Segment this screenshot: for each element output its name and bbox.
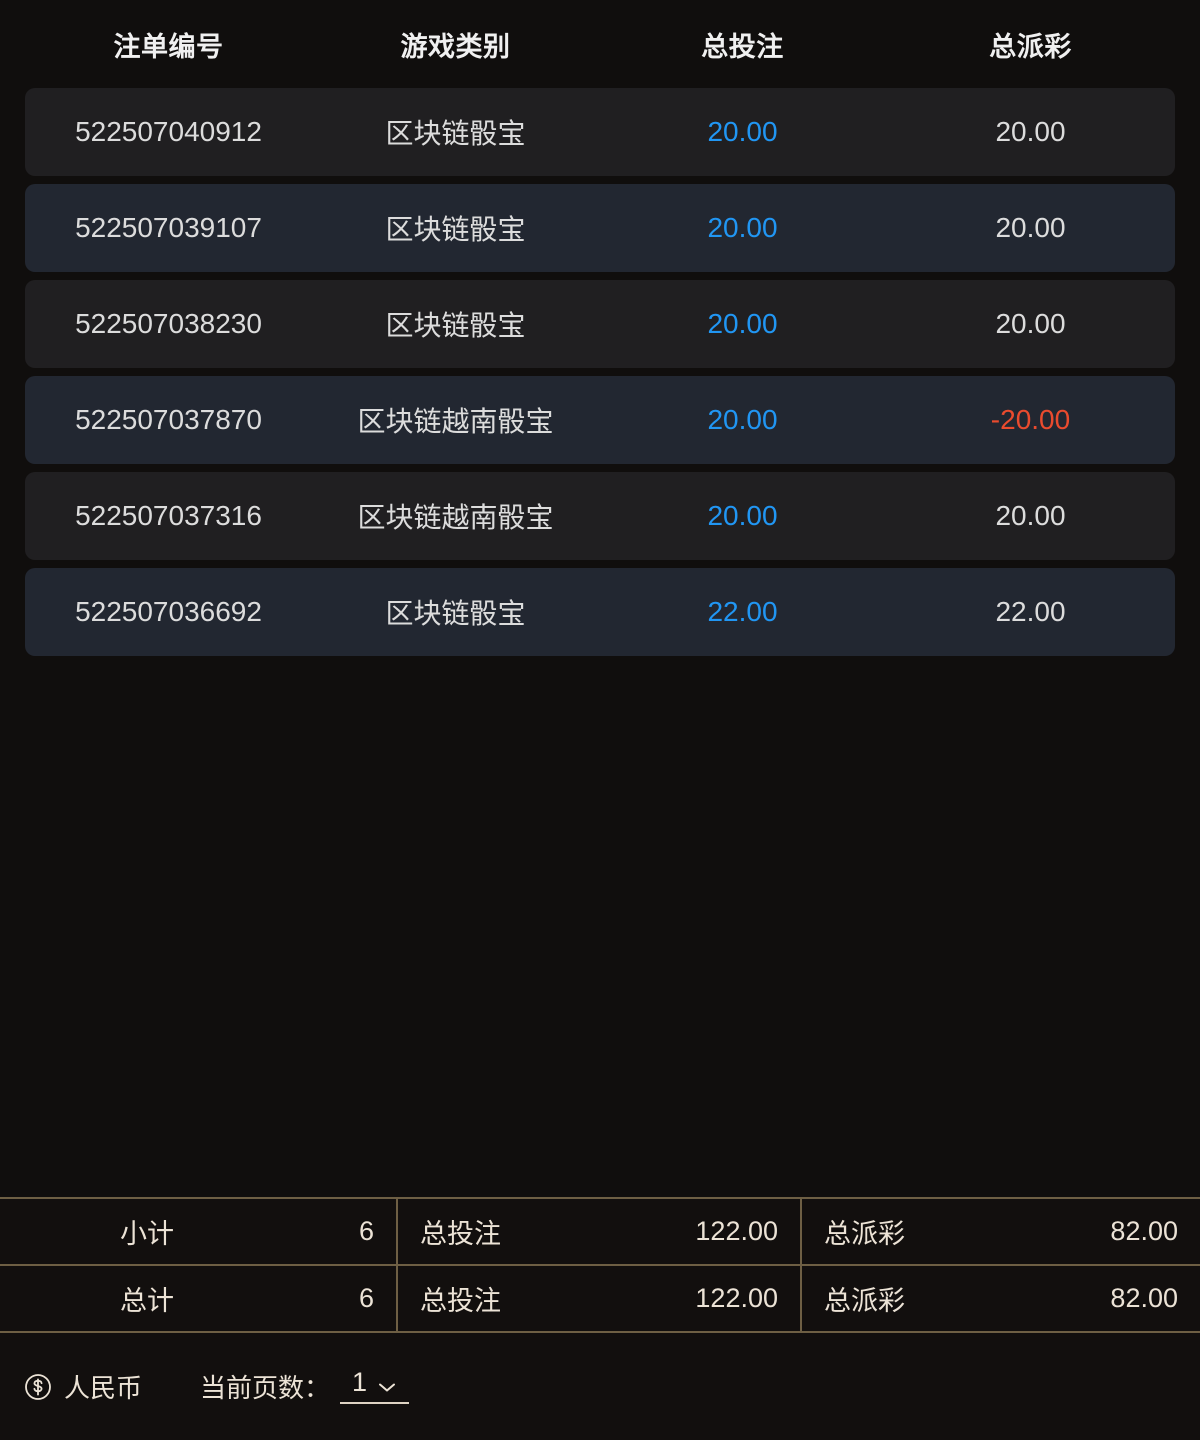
cell-total-bet: 20.00 — [707, 500, 778, 531]
column-header-total-bet: 总投注 — [701, 31, 784, 62]
total-count-value: 6 — [358, 1283, 374, 1313]
subtotal-bet-label: 总投注 — [420, 1219, 501, 1249]
cell-total-bet: 20.00 — [707, 212, 778, 243]
summary-section: 小计 6 总投注 122.00 总派彩 82.00 总计 6 总投注 122.0… — [0, 1197, 1200, 1333]
cell-total-payout: -20.00 — [990, 404, 1071, 435]
cell-order-no: 522507040912 — [75, 116, 262, 147]
page-number-value: 1 — [352, 1367, 368, 1397]
column-header-game-type: 游戏类别 — [400, 31, 511, 62]
cell-order-no: 522507036692 — [75, 596, 262, 627]
table-row[interactable]: 522507036692 区块链骰宝 22.00 22.00 — [25, 568, 1175, 656]
total-payout-value: 82.00 — [1110, 1283, 1178, 1313]
cell-game-type: 区块链越南骰宝 — [357, 502, 554, 533]
cell-total-bet: 20.00 — [707, 404, 778, 435]
page-number-label: 当前页数： — [200, 1373, 331, 1403]
total-bet-label: 总投注 — [420, 1286, 501, 1316]
total-count-cell: 总计 6 — [0, 1266, 398, 1331]
table-row[interactable]: 522507038230 区块链骰宝 20.00 20.00 — [25, 280, 1175, 368]
cell-total-payout: 20.00 — [995, 116, 1066, 147]
table-row[interactable]: 522507040912 区块链骰宝 20.00 20.00 — [25, 88, 1175, 176]
cell-order-no: 522507038230 — [75, 308, 262, 339]
cell-game-type: 区块链骰宝 — [385, 214, 526, 245]
currency-indicator: 人民币 — [24, 1368, 142, 1405]
summary-row-subtotal: 小计 6 总投注 122.00 总派彩 82.00 — [0, 1199, 1200, 1266]
cell-game-type: 区块链越南骰宝 — [357, 406, 554, 437]
subtotal-bet-value: 122.00 — [695, 1216, 778, 1246]
cell-order-no: 522507037870 — [75, 404, 262, 435]
total-bet-value: 122.00 — [695, 1283, 778, 1313]
page-number-select[interactable]: 1 — [340, 1367, 410, 1404]
subtotal-payout-label: 总派彩 — [824, 1219, 905, 1249]
cell-total-payout: 20.00 — [995, 500, 1066, 531]
cell-total-payout: 20.00 — [995, 308, 1066, 339]
cell-order-no: 522507039107 — [75, 212, 262, 243]
subtotal-payout-cell: 总派彩 82.00 — [802, 1199, 1200, 1264]
total-label: 总计 — [120, 1286, 174, 1316]
subtotal-bet-cell: 总投注 122.00 — [398, 1199, 802, 1264]
cell-game-type: 区块链骰宝 — [385, 118, 526, 149]
cell-game-type: 区块链骰宝 — [385, 598, 526, 629]
column-header-order-no: 注单编号 — [113, 31, 224, 62]
table-header: 注单编号 游戏类别 总投注 总派彩 — [0, 0, 1200, 88]
total-payout-cell: 总派彩 82.00 — [802, 1266, 1200, 1331]
subtotal-payout-value: 82.00 — [1110, 1216, 1178, 1246]
cell-order-no: 522507037316 — [75, 500, 262, 531]
table-row[interactable]: 522507037870 区块链越南骰宝 20.00 -20.00 — [25, 376, 1175, 464]
table-row[interactable]: 522507039107 区块链骰宝 20.00 20.00 — [25, 184, 1175, 272]
cell-total-payout: 20.00 — [995, 212, 1066, 243]
column-header-total-payout: 总派彩 — [989, 31, 1072, 62]
cell-game-type: 区块链骰宝 — [385, 310, 526, 341]
cell-total-bet: 20.00 — [707, 116, 778, 147]
bottom-bar: 人民币 当前页数： 1 — [0, 1333, 1200, 1440]
subtotal-label: 小计 — [120, 1219, 174, 1249]
currency-label: 人民币 — [64, 1373, 143, 1403]
circled-dollar-icon — [24, 1373, 52, 1401]
bet-rows-list[interactable]: 522507040912 区块链骰宝 20.00 20.00 522507039… — [0, 88, 1200, 1197]
subtotal-count-value: 6 — [358, 1216, 374, 1246]
cell-total-bet: 22.00 — [707, 596, 778, 627]
cell-total-payout: 22.00 — [995, 596, 1066, 627]
table-row[interactable]: 522507037316 区块链越南骰宝 20.00 20.00 — [25, 472, 1175, 560]
subtotal-count-cell: 小计 6 — [0, 1199, 398, 1264]
total-payout-label: 总派彩 — [824, 1286, 905, 1316]
chevron-down-icon — [377, 1381, 397, 1396]
cell-total-bet: 20.00 — [707, 308, 778, 339]
total-bet-cell: 总投注 122.00 — [398, 1266, 802, 1331]
summary-row-total: 总计 6 总投注 122.00 总派彩 82.00 — [0, 1266, 1200, 1333]
